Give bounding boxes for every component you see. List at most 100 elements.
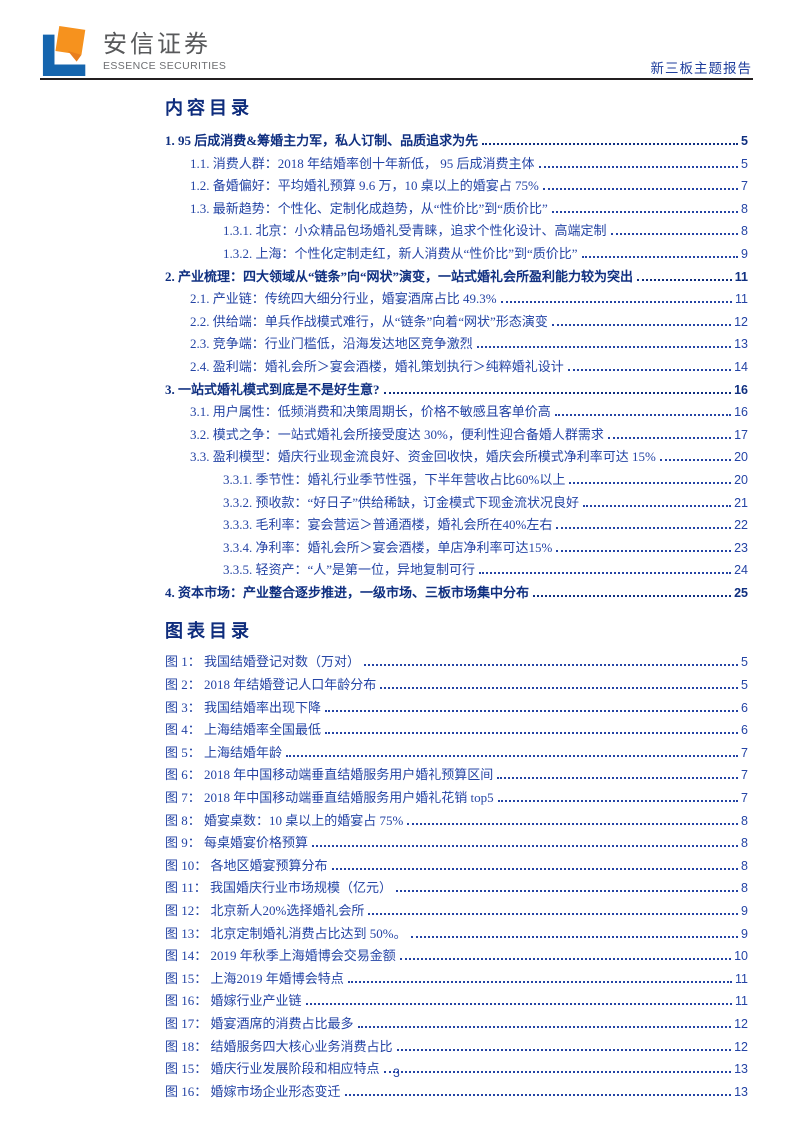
figure-entry[interactable]: 图 1： 我国结婚登记对数（万对） 5 [165, 651, 748, 674]
brand-text-block: 安信证券 ESSENCE SECURITIES [103, 32, 226, 73]
figure-entry[interactable]: 图 9： 每桌婚宴价格预算 8 [165, 832, 748, 855]
toc-entry[interactable]: 3.3. 盈利模型：婚庆行业现金流良好、资金回收快，婚庆会所模式净利率可达 15… [165, 446, 748, 469]
entry-page: 13 [734, 1084, 748, 1099]
toc-entry[interactable]: 1.2. 备婚偏好：平均婚礼预算 9.6 万，10 桌以上的婚宴占 75% 7 [165, 175, 748, 198]
entry-page: 8 [741, 224, 748, 239]
entry-label: 图 10： 各地区婚宴预算分布 [165, 857, 328, 873]
toc-entry[interactable]: 2.3. 竞争端：行业门槛低，沿海发达地区竞争激烈 13 [165, 333, 748, 356]
entry-label: 3.3.3. 毛利率：宴会营运＞普通酒楼，婚礼会所在40%左右 [223, 517, 553, 533]
entry-page: 23 [734, 540, 748, 555]
figure-entry[interactable]: 图 18： 结婚服务四大核心业务消费占比 12 [165, 1036, 748, 1059]
dot-leader [357, 1025, 732, 1028]
dot-leader [312, 845, 739, 848]
entry-page: 11 [734, 269, 748, 284]
toc-entry[interactable]: 3.3.5. 轻资产：“人”是第一位，异地复制可行 24 [165, 559, 748, 582]
toc-entry[interactable]: 2.4. 盈利端：婚礼会所＞宴会酒楼，婚礼策划执行＞纯粹婚礼设计 14 [165, 356, 748, 379]
figure-entry[interactable]: 图 16： 婚嫁市场企业形态变迁 13 [165, 1081, 748, 1104]
figure-entry[interactable]: 图 5： 上海结婚年龄 7 [165, 742, 748, 765]
toc-entry[interactable]: 3.3.4. 净利率：婚礼会所＞宴会酒楼，单店净利率可达15% 23 [165, 537, 748, 560]
entry-page: 8 [741, 201, 748, 216]
entry-label: 2.4. 盈利端：婚礼会所＞宴会酒楼，婚礼策划执行＞纯粹婚礼设计 [190, 358, 564, 374]
toc-entry[interactable]: 3.3.2. 预收款：“好日子”供给稀缺，订金模式下现金流状况良好 21 [165, 492, 748, 515]
dot-leader [305, 1003, 733, 1006]
figure-entry[interactable]: 图 17： 婚宴酒席的消费占比最多 12 [165, 1013, 748, 1036]
figure-entry[interactable]: 图 3： 我国结婚率出现下降 6 [165, 697, 748, 720]
toc-entry[interactable]: 1.1. 消费人群：2018 年结婚率创十年新低， 95 后成消费主体 5 [165, 153, 748, 176]
figure-list: 图 1： 我国结婚登记对数（万对） 5 图 2： 2018 年结婚登记人口年龄分… [165, 651, 748, 1103]
entry-page: 12 [734, 314, 748, 329]
toc-entry[interactable]: 3.3.1. 季节性：婚礼行业季节性强，下半年营收占比60%以上 20 [165, 469, 748, 492]
entry-page: 5 [741, 655, 748, 670]
toc-entry[interactable]: 3.3.3. 毛利率：宴会营运＞普通酒楼，婚礼会所在40%左右 22 [165, 514, 748, 537]
figure-entry[interactable]: 图 12： 北京新人20%选择婚礼会所 9 [165, 900, 748, 923]
entry-page: 20 [734, 472, 748, 487]
figure-entry[interactable]: 图 6： 2018 年中国移动端垂直结婚服务用户婚礼预算区间 7 [165, 764, 748, 787]
dot-leader [497, 777, 739, 780]
figure-entry[interactable]: 图 7： 2018 年中国移动端垂直结婚服务用户婚礼花销 top5 7 [165, 787, 748, 810]
dot-leader [583, 504, 732, 507]
entry-label: 图 4： 上海结婚率全国最低 [165, 722, 322, 738]
dot-leader [407, 822, 739, 825]
entry-page: 11 [735, 292, 748, 307]
figure-entry[interactable]: 图 13： 北京定制婚礼消费占比达到 50%。 9 [165, 923, 748, 946]
dot-leader [364, 664, 739, 667]
dot-leader [325, 709, 739, 712]
header-divider [40, 78, 753, 80]
entry-label: 4. 资本市场：产业整合逐步推进，一级市场、三板市场集中分布 [165, 584, 530, 600]
figures-heading: 图表目录 [165, 621, 253, 642]
entry-label: 图 16： 婚嫁市场企业形态变迁 [165, 1083, 341, 1099]
entry-label: 图 1： 我国结婚登记对数（万对） [165, 654, 361, 670]
toc-entry[interactable]: 4. 资本市场：产业整合逐步推进，一级市场、三板市场集中分布 25 [165, 582, 748, 605]
entry-page: 12 [734, 1039, 748, 1054]
dot-leader [396, 890, 739, 893]
toc-entry[interactable]: 3.1. 用户属性：低频消费和决策周期长，价格不敏感且客单价高 16 [165, 401, 748, 424]
dot-leader [479, 572, 732, 575]
entry-label: 图 13： 北京定制婚礼消费占比达到 50%。 [165, 925, 407, 941]
entry-label: 3.1. 用户属性：低频消费和决策周期长，价格不敏感且客单价高 [190, 404, 551, 420]
entry-label: 图 18： 结婚服务四大核心业务消费占比 [165, 1038, 393, 1054]
figure-entry[interactable]: 图 2： 2018 年结婚登记人口年龄分布 5 [165, 674, 748, 697]
figure-entry[interactable]: 图 11： 我国婚庆行业市场规模（亿元） 8 [165, 877, 748, 900]
toc-entry[interactable]: 2.1. 产业链：传统四大细分行业，婚宴酒席占比 49.3% 11 [165, 288, 748, 311]
entry-label: 图 11： 我国婚庆行业市场规模（亿元） [165, 880, 393, 896]
toc-entry[interactable]: 1.3.1. 北京：小众精品包场婚礼受青睐，追求个性化设计、高端定制 8 [165, 220, 748, 243]
figure-entry[interactable]: 图 10： 各地区婚宴预算分布 8 [165, 855, 748, 878]
dot-leader [410, 935, 739, 938]
entry-page: 12 [734, 1016, 748, 1031]
entry-label: 图 8： 婚宴桌数：10 桌以上的婚宴占 75% [165, 812, 404, 828]
page-number: 3 [393, 1066, 400, 1080]
entry-page: 8 [741, 813, 748, 828]
entry-label: 图 9： 每桌婚宴价格预算 [165, 835, 309, 851]
figure-entry[interactable]: 图 14： 2019 年秋季上海婚博会交易金额 10 [165, 945, 748, 968]
dot-leader [286, 754, 739, 757]
entry-page: 25 [734, 585, 748, 600]
toc-entry[interactable]: 1.3.2. 上海：个性化定制走红，新人消费从“性价比”到“质价比” 9 [165, 243, 748, 266]
entry-label: 3.3.5. 轻资产：“人”是第一位，异地复制可行 [223, 562, 476, 578]
figure-entry[interactable]: 图 4： 上海结婚率全国最低 6 [165, 719, 748, 742]
figure-entry[interactable]: 图 8： 婚宴桌数：10 桌以上的婚宴占 75% 8 [165, 810, 748, 833]
dot-leader [637, 278, 732, 281]
toc-entry[interactable]: 3.2. 模式之争：一站式婚礼会所接受度达 30%，便利性迎合备婚人群需求 17 [165, 424, 748, 447]
figure-entry[interactable]: 图 15： 上海2019 年婚博会特点 11 [165, 968, 748, 991]
figure-entry[interactable]: 图 16： 婚嫁行业产业链 11 [165, 990, 748, 1013]
entry-page: 7 [741, 179, 748, 194]
toc-entry[interactable]: 2. 产业梳理：四大领域从“链条”向“网状”演变，一站式婚礼会所盈利能力较为突出… [165, 266, 748, 289]
report-type-label: 新三板主题报告 [650, 61, 752, 76]
dot-leader [569, 481, 732, 484]
toc-entry[interactable]: 2.2. 供给端：单兵作战模式难行，从“链条”向着“网状”形态演变 12 [165, 311, 748, 334]
toc-entry[interactable]: 1.3. 最新趋势：个性化、定制化成趋势，从“性价比”到“质价比” 8 [165, 198, 748, 221]
entry-label: 图 3： 我国结婚率出现下降 [165, 699, 322, 715]
entry-page: 6 [741, 723, 748, 738]
toc-entry[interactable]: 3. 一站式婚礼模式到底是不是好生意? 16 [165, 379, 748, 402]
entry-label: 图 15： 婚庆行业发展阶段和相应特点 [165, 1061, 380, 1077]
dot-leader [556, 527, 732, 530]
toc-entry[interactable]: 1. 95 后成消费&筹婚主力军，私人订制、品质追求为先 5 [165, 130, 748, 153]
entry-page: 24 [734, 563, 748, 578]
dot-leader [551, 210, 739, 213]
entry-page: 7 [741, 745, 748, 760]
dot-leader [556, 549, 732, 552]
entry-page: 13 [734, 1062, 748, 1077]
dot-leader [659, 459, 732, 462]
dot-leader [396, 1048, 732, 1051]
figure-entry[interactable]: 图 15： 婚庆行业发展阶段和相应特点 13 [165, 1058, 748, 1081]
